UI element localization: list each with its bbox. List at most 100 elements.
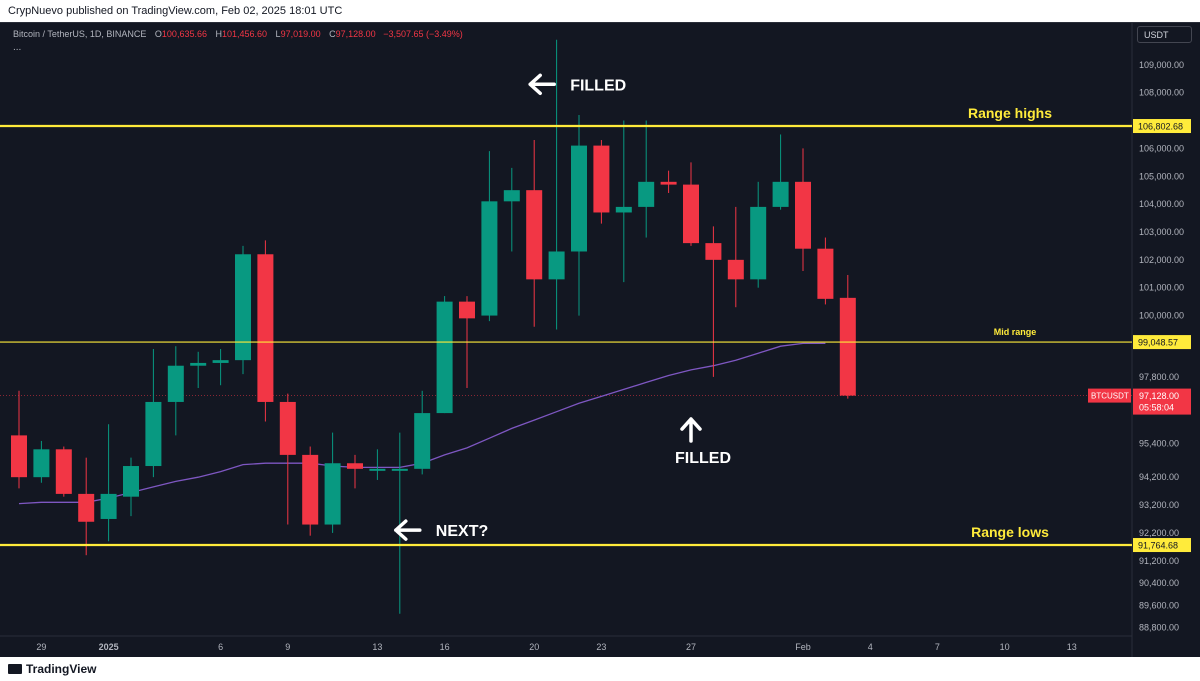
y-tick-label: 101,000.00 — [1139, 283, 1184, 293]
candle-body — [683, 184, 699, 244]
close-label: C — [329, 29, 336, 39]
footer: TradingView — [0, 657, 1200, 681]
last-price-tag — [1133, 388, 1191, 415]
candle-body — [145, 401, 162, 467]
y-tick-label: 93,200.00 — [1139, 500, 1179, 510]
level-price-label: 91,764.68 — [1138, 541, 1178, 551]
candle-body — [481, 201, 498, 316]
up-arrow-icon — [680, 417, 702, 443]
candle-body — [593, 145, 610, 213]
candle-body — [391, 468, 408, 471]
candle-body — [369, 468, 386, 471]
candle-body — [503, 190, 520, 202]
brand-name: TradingView — [26, 662, 97, 676]
countdown-label: 05:58:04 — [1139, 403, 1174, 413]
candle-body — [638, 181, 655, 207]
x-tick-label: 16 — [440, 642, 450, 652]
left-arrow-icon — [394, 519, 422, 541]
candle-body — [302, 454, 319, 525]
y-tick-label: 103,000.00 — [1139, 227, 1184, 237]
level-price-label: 106,802.68 — [1138, 122, 1183, 132]
publish-header: CrypNuevo published on TradingView.com, … — [0, 0, 1200, 22]
candle-body — [615, 206, 632, 213]
candle-body — [571, 145, 587, 252]
y-tick-label: 102,000.00 — [1139, 255, 1184, 265]
candle-body — [772, 181, 789, 207]
candle-body — [212, 360, 229, 363]
x-tick-label: 27 — [686, 642, 696, 652]
y-tick-label: 108,000.00 — [1139, 88, 1184, 98]
x-tick-label: 10 — [1000, 642, 1010, 652]
candle-body — [11, 435, 27, 478]
candle-body — [324, 463, 341, 525]
level-name: Range lows — [971, 524, 1049, 540]
level-name: Mid range — [994, 327, 1037, 337]
candle-body — [548, 251, 565, 280]
symbol-tag — [1088, 388, 1131, 403]
currency-button[interactable]: USDT — [1137, 26, 1192, 43]
candle-body — [526, 190, 543, 280]
more-options-button[interactable]: ... — [13, 42, 22, 53]
candle-body — [78, 493, 95, 522]
candle-body — [817, 248, 834, 299]
chart-area[interactable]: 110,000.00109,000.00108,000.00106,000.00… — [0, 22, 1200, 658]
candle-body — [55, 449, 72, 494]
open-label: O — [154, 29, 162, 39]
tradingview-logo[interactable]: TradingView — [8, 662, 96, 676]
level-name: Range highs — [968, 105, 1052, 121]
level-price-label: 99,048.57 — [1138, 338, 1178, 348]
candle-body — [33, 449, 50, 478]
y-tick-label: 92,200.00 — [1139, 528, 1179, 538]
y-tick-label: 106,000.00 — [1139, 143, 1184, 153]
level-price-tag — [1133, 119, 1191, 134]
y-tick-label: 97,800.00 — [1139, 372, 1179, 382]
x-tick-label: 29 — [36, 642, 46, 652]
y-tick-label: 105,000.00 — [1139, 171, 1184, 181]
x-tick-label: 9 — [285, 642, 290, 652]
low-label: L — [275, 29, 281, 39]
annotation-label: FILLED — [570, 77, 626, 94]
price-chart[interactable]: 110,000.00109,000.00108,000.00106,000.00… — [0, 23, 1200, 658]
candle-body — [750, 206, 767, 280]
high-label: H — [215, 29, 222, 39]
x-tick-label: 20 — [529, 642, 539, 652]
candle-body — [414, 413, 431, 469]
candle-body — [795, 181, 811, 249]
level-price-tag — [1133, 538, 1191, 553]
y-tick-label: 95,400.00 — [1139, 439, 1179, 449]
symbol-tag-label: BTCUSDT — [1091, 392, 1129, 401]
x-tick-label: 2025 — [99, 642, 119, 652]
publish-line: CrypNuevo published on TradingView.com, … — [8, 5, 343, 17]
y-tick-label: 94,200.00 — [1139, 472, 1179, 482]
last-price-label: 97,128.00 — [1139, 391, 1179, 401]
candle-body — [100, 493, 117, 519]
candle-body — [235, 254, 251, 361]
y-tick-label: 109,000.00 — [1139, 60, 1184, 70]
candle-body — [347, 463, 363, 469]
close-value: 97,128.00 — [335, 29, 376, 39]
x-tick-label: 7 — [935, 642, 940, 652]
x-tick-label: 4 — [868, 642, 873, 652]
candle-body — [839, 297, 856, 396]
y-tick-label: 90,400.00 — [1139, 578, 1179, 588]
change-value: −3,507.65 (−3.49%) — [383, 29, 463, 39]
candle-body — [167, 365, 184, 402]
candle-body — [459, 301, 475, 319]
x-tick-label: 6 — [218, 642, 223, 652]
left-arrow-icon — [528, 73, 556, 96]
level-price-tag — [1133, 335, 1191, 350]
low-value: 97,019.00 — [280, 29, 321, 39]
symbol-title: Bitcoin / TetherUS, 1D, BINANCE — [13, 29, 147, 39]
x-tick-label: 13 — [1067, 642, 1077, 652]
candle-body — [436, 301, 453, 414]
y-tick-label: 89,600.00 — [1139, 600, 1179, 610]
candle-body — [257, 254, 274, 402]
candle-body — [190, 362, 207, 366]
annotation-label: FILLED — [675, 450, 731, 467]
candle-body — [727, 259, 744, 280]
y-tick-label: 104,000.00 — [1139, 199, 1184, 209]
tradingview-logo-icon — [8, 664, 22, 674]
x-tick-label: 23 — [596, 642, 606, 652]
candle-body — [123, 466, 139, 497]
symbol-legend: Bitcoin / TetherUS, 1D, BINANCE O100,635… — [13, 29, 463, 39]
